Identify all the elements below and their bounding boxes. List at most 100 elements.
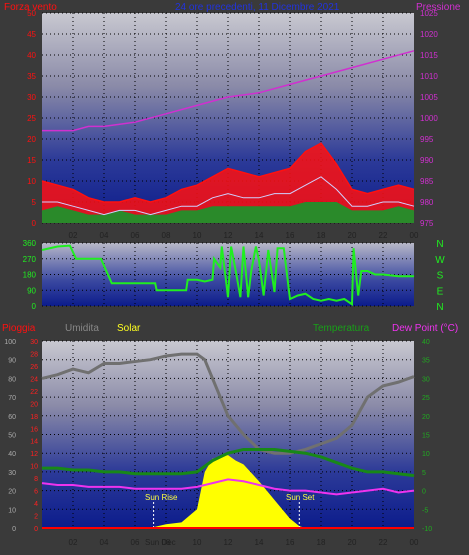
left-tick-label: 50 xyxy=(27,9,36,18)
right-tick-label: 975 xyxy=(420,219,434,228)
mid-series xyxy=(41,244,414,307)
rain-tick-label: 0 xyxy=(34,526,38,533)
humidity-tick-label: 10 xyxy=(8,507,16,514)
bottom-series xyxy=(41,352,415,529)
rain-tick-label: 22 xyxy=(30,389,38,396)
rain-tick-label: 28 xyxy=(30,351,38,358)
left-tick-label: 30 xyxy=(27,93,36,102)
right-tick-label: 980 xyxy=(420,198,434,207)
top-series xyxy=(41,50,415,223)
wind-label: Forza vento xyxy=(4,2,57,13)
humidity-tick-label: 50 xyxy=(8,433,16,440)
left-tick-label: 35 xyxy=(27,72,36,81)
temperature-label: Temperatura xyxy=(313,323,370,334)
temp-tick-label: -5 xyxy=(422,507,428,514)
left-tick-label: 15 xyxy=(27,156,36,165)
rain-tick-label: 8 xyxy=(34,476,38,483)
rain-tick-label: 12 xyxy=(30,451,38,458)
right-tick-label: 1015 xyxy=(420,51,438,60)
dir-letter: S xyxy=(437,271,444,282)
solar-label: Solar xyxy=(117,323,141,334)
top-chart: Forza vento 24 ore precedenti, 11 Dicemb… xyxy=(4,2,461,240)
humidity-tick-label: 100 xyxy=(4,339,16,346)
x-tick-label: 22 xyxy=(379,231,388,240)
top-left-ticks: 0 5 10 15 20 25 30 35 40 45 50 xyxy=(27,9,36,228)
left-tick-label: 20 xyxy=(27,135,36,144)
mean-line xyxy=(42,176,415,216)
dir-tick-label: 360 xyxy=(23,239,37,248)
temp-tick-label: 10 xyxy=(422,451,430,458)
bottom-x-ticks: 02 04 06 08 10 12 14 16 18 20 22 00 xyxy=(69,538,419,547)
rain-label: Pioggia xyxy=(2,323,36,334)
x-tick-label: 04 xyxy=(100,231,109,240)
dir-tick-label: 0 xyxy=(32,302,37,311)
x-tick-label: 20 xyxy=(348,538,357,547)
left-tick-label: 10 xyxy=(27,177,36,186)
right-tick-label: 1000 xyxy=(420,114,438,123)
humidity-tick-label: 0 xyxy=(12,526,16,533)
right-tick-label: 995 xyxy=(420,135,434,144)
rain-tick-label: 30 xyxy=(30,339,38,346)
humidity-tick-label: 40 xyxy=(8,451,16,458)
rain-tick-label: 18 xyxy=(30,414,38,421)
solar-area xyxy=(42,455,414,528)
x-tick-label: 02 xyxy=(69,538,78,547)
dir-tick-label: 180 xyxy=(23,271,37,280)
temp-tick-label: 35 xyxy=(422,358,430,365)
pressure-line xyxy=(42,50,415,132)
x-tick-label: 14 xyxy=(255,231,264,240)
gust-line xyxy=(41,142,415,203)
right-tick-label: 1020 xyxy=(420,30,438,39)
dir-letter: N xyxy=(436,302,443,313)
temp-tick-label: 30 xyxy=(422,376,430,383)
average-area xyxy=(42,202,414,223)
right-tick-label: 990 xyxy=(420,156,434,165)
temp-tick-label: 25 xyxy=(422,395,430,402)
dir-tick-label: 90 xyxy=(27,286,36,295)
dir-letter: N xyxy=(436,239,443,250)
x-tick-label: 08 xyxy=(162,231,171,240)
rain-tick-label: 24 xyxy=(30,376,38,383)
x-tick-label: 12 xyxy=(224,231,233,240)
bottom-chart: 0102030405060708090100024681012141618202… xyxy=(4,339,432,547)
humidity-tick-label: 30 xyxy=(8,470,16,477)
x-tick-label: 00 xyxy=(410,538,419,547)
left-tick-label: 40 xyxy=(27,51,36,60)
dir-letter: W xyxy=(435,255,445,266)
left-tick-label: 0 xyxy=(32,219,37,228)
right-tick-label: 985 xyxy=(420,177,434,186)
x-tick-label: 20 xyxy=(348,231,357,240)
mid-ticks: 0 90 180 270 360 xyxy=(23,239,37,311)
temp-tick-label: -10 xyxy=(422,526,432,533)
direction-line xyxy=(41,244,414,307)
x-tick-label: 06 xyxy=(131,538,140,547)
temp-tick-label: 40 xyxy=(422,339,430,346)
right-tick-label: 1005 xyxy=(420,93,438,102)
rain-tick-label: 26 xyxy=(30,364,38,371)
x-tick-label: 02 xyxy=(69,231,78,240)
rain-tick-label: 14 xyxy=(30,439,38,446)
x-tick-label: 10 xyxy=(193,538,202,547)
rain-tick-label: 10 xyxy=(30,464,38,471)
dir-tick-label: 270 xyxy=(23,255,37,264)
left-tick-label: 45 xyxy=(27,30,36,39)
left-tick-label: 5 xyxy=(32,198,37,207)
temp-tick-label: 0 xyxy=(422,489,426,496)
noon-label: Sun Dec xyxy=(145,538,176,547)
date-title: 24 ore precedenti, 11 Dicembre 2021 xyxy=(175,2,340,13)
humidity-tick-label: 20 xyxy=(8,489,16,496)
temperature-line xyxy=(42,447,415,478)
sunset-label: Sun Set xyxy=(286,493,315,502)
dew-point-label: Dew Point (°C) xyxy=(392,323,458,334)
humidity-tick-label: 80 xyxy=(8,376,16,383)
x-tick-label: 14 xyxy=(255,538,264,547)
rain-tick-label: 6 xyxy=(34,489,38,496)
humidity-tick-label: 90 xyxy=(8,358,16,365)
x-tick-label: 04 xyxy=(100,538,109,547)
top-right-ticks: 975 980 985 990 995 1000 1005 1010 1015 1020 1025 xyxy=(420,9,438,228)
dew-point-line xyxy=(41,478,415,496)
x-tick-label: 16 xyxy=(286,231,295,240)
x-tick-label: 18 xyxy=(317,231,326,240)
